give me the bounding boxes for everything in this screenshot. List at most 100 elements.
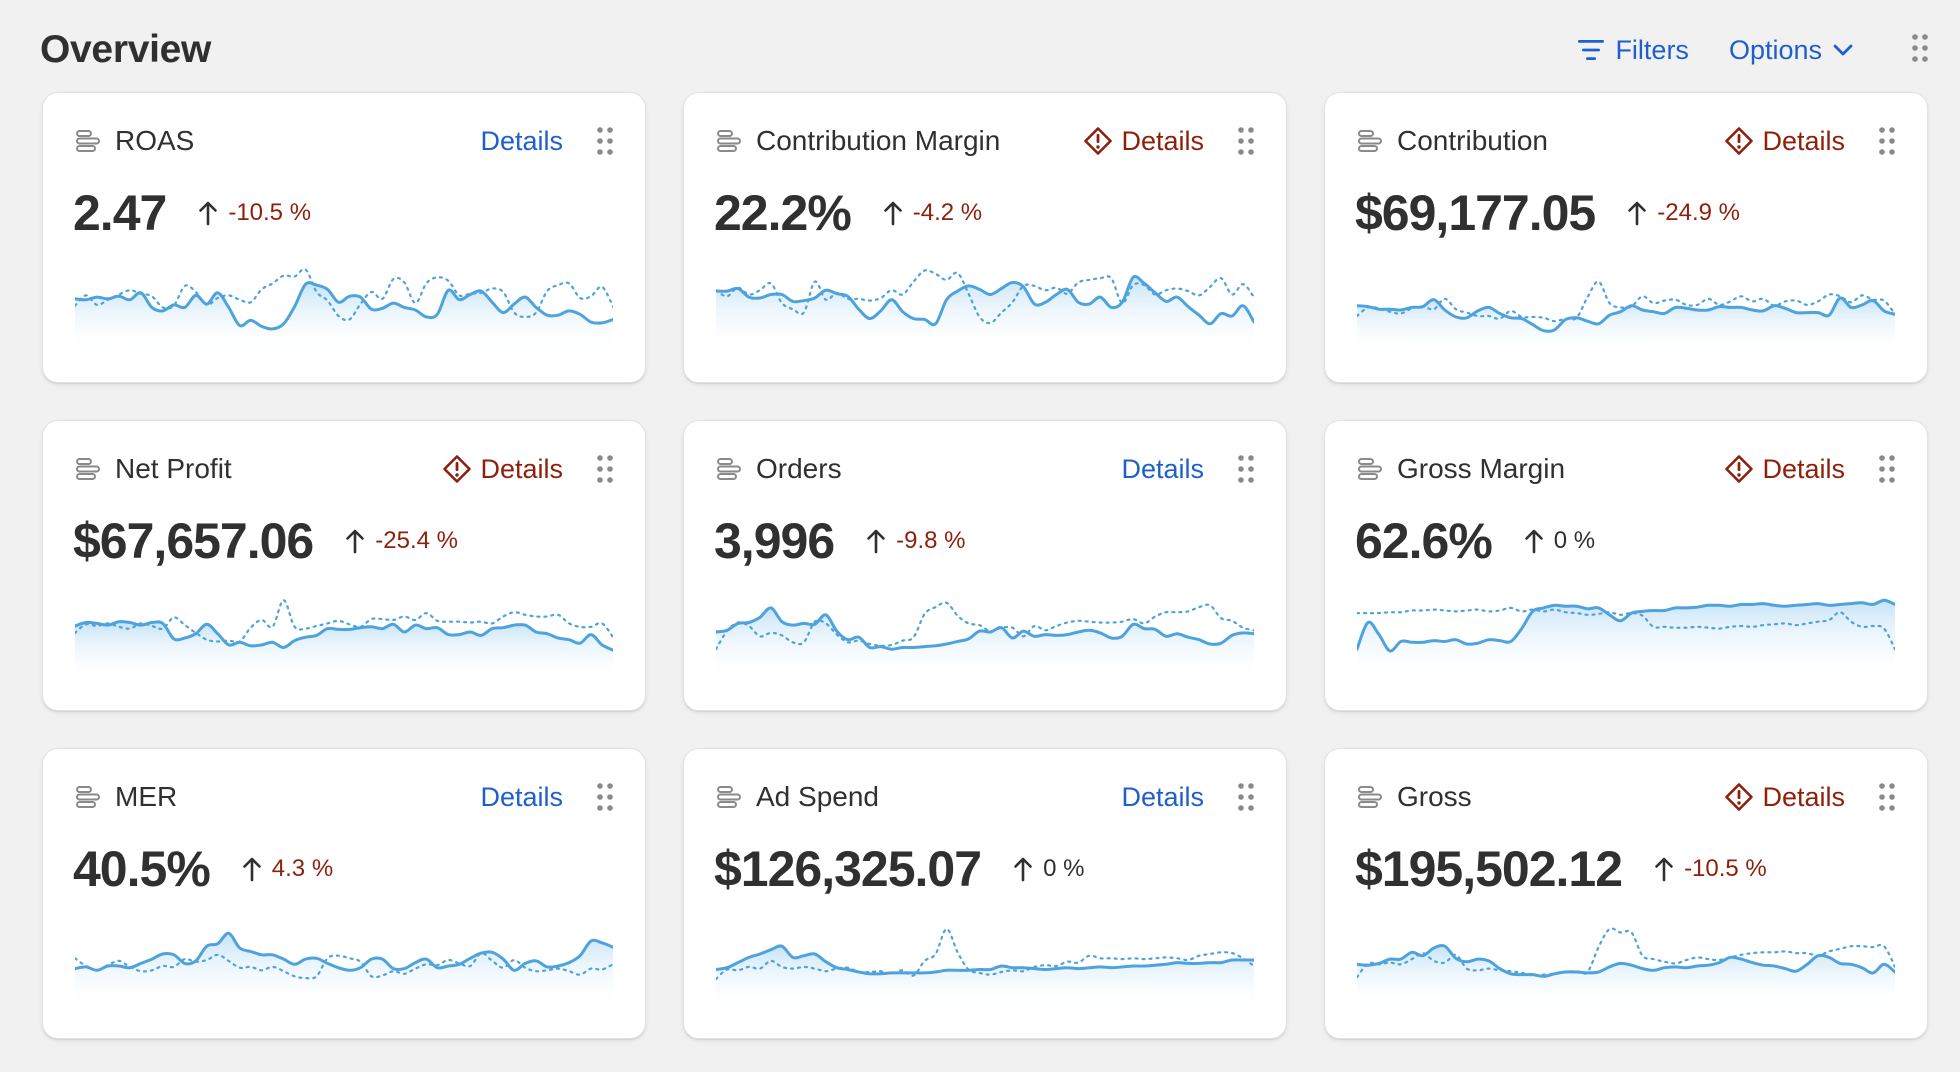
sparkline-chart xyxy=(1357,280,1895,353)
current-series-line xyxy=(75,931,613,972)
value-row: $126,325.07 0 % xyxy=(714,839,1084,899)
details-link[interactable]: Details xyxy=(1083,126,1204,157)
metric-card-orders[interactable]: Orders Details 3,996 xyxy=(683,420,1287,711)
details-label: Details xyxy=(1762,781,1845,812)
warning-diamond-icon xyxy=(443,455,472,483)
current-series-area xyxy=(716,276,1254,353)
details-link[interactable]: Details xyxy=(1121,782,1204,813)
details-label: Details xyxy=(480,125,563,156)
filters-button[interactable]: Filters xyxy=(1577,35,1689,66)
options-button[interactable]: Options xyxy=(1729,35,1854,66)
arrow-up-icon xyxy=(1655,857,1673,882)
sparkline-chart xyxy=(75,599,613,681)
current-series-area xyxy=(75,933,613,1009)
current-series-line xyxy=(1357,296,1895,333)
drag-handle-icon[interactable] xyxy=(593,452,617,486)
delta-indicator: 0 % xyxy=(1013,855,1084,883)
value-row: 62.6% 0 % xyxy=(1355,511,1595,571)
details-label: Details xyxy=(1762,125,1845,156)
metric-card-gross[interactable]: Gross Details $195,502.12 xyxy=(1324,748,1928,1039)
details-link[interactable]: Details xyxy=(1724,782,1845,813)
details-link[interactable]: Details xyxy=(442,454,563,485)
details-label: Details xyxy=(1762,453,1845,484)
metric-bar-icon xyxy=(1357,128,1383,154)
current-series-area xyxy=(1357,945,1895,1009)
metric-value: 62.6% xyxy=(1355,513,1493,569)
current-series-line xyxy=(75,620,613,652)
delta-indicator: -24.9 % xyxy=(1627,199,1740,227)
metric-card-roas[interactable]: ROAS Details 2.47 xyxy=(42,92,646,383)
metric-card-ad-spend[interactable]: Ad Spend Details $126,325.07 xyxy=(683,748,1287,1039)
metric-card-mer[interactable]: MER Details 40.5% xyxy=(42,748,646,1039)
metric-value: $67,657.06 xyxy=(73,513,314,569)
current-series-area xyxy=(716,607,1254,681)
arrow-up-icon xyxy=(242,857,261,882)
card-header: Gross Margin Details xyxy=(1357,445,1899,493)
current-series-area xyxy=(1357,600,1895,681)
metric-bar-icon xyxy=(75,784,101,810)
previous-series-line xyxy=(716,927,1254,980)
card-header: Contribution Details xyxy=(1357,117,1899,165)
drag-handle-icon[interactable] xyxy=(1875,124,1899,158)
drag-handle-icon[interactable] xyxy=(593,124,617,158)
drag-handle-icon[interactable] xyxy=(1875,780,1899,814)
metric-card-net-profit[interactable]: Net Profit Details $67,657.06 xyxy=(42,420,646,711)
warning-diamond-icon xyxy=(1725,127,1754,155)
delta-value: -9.8 % xyxy=(896,527,966,554)
delta-value: 0 % xyxy=(1553,527,1596,554)
delta-indicator: -25.4 % xyxy=(345,527,458,555)
metric-value: $69,177.05 xyxy=(1355,185,1596,241)
details-link[interactable]: Details xyxy=(1121,454,1204,485)
metric-grid: ROAS Details 2.47 xyxy=(42,92,1928,1039)
metric-value: $126,325.07 xyxy=(714,841,982,897)
current-series-area xyxy=(1357,297,1895,353)
previous-series-line xyxy=(1357,280,1895,323)
sparkline-chart xyxy=(75,931,613,1009)
value-row: 2.47 -10.5 % xyxy=(73,183,311,243)
metric-value: 2.47 xyxy=(73,185,167,241)
details-link[interactable]: Details xyxy=(480,782,563,813)
metric-bar-icon xyxy=(716,784,742,810)
delta-value: -24.9 % xyxy=(1657,199,1740,226)
metric-name: Contribution Margin xyxy=(756,125,1001,156)
metric-name: MER xyxy=(115,781,178,812)
metric-bar-icon xyxy=(75,128,101,154)
top-actions: Filters Options xyxy=(1577,26,1930,74)
sparkline-chart xyxy=(716,601,1254,681)
arrow-up-icon xyxy=(883,201,902,226)
delta-indicator: -4.2 % xyxy=(883,199,982,227)
delta-indicator: -9.8 % xyxy=(866,527,966,555)
metric-value: $195,502.12 xyxy=(1355,841,1623,897)
top-bar: Overview Filters Options xyxy=(40,22,1930,78)
metric-bar-icon xyxy=(716,128,742,154)
metric-card-contribution-margin[interactable]: Contribution Margin Details 22.2% xyxy=(683,92,1287,383)
metric-name: Net Profit xyxy=(115,453,232,484)
drag-handle-icon[interactable] xyxy=(1234,452,1258,486)
drag-handle-icon[interactable] xyxy=(1234,124,1258,158)
arrow-up-icon xyxy=(867,529,885,554)
delta-value: -25.4 % xyxy=(375,527,458,554)
delta-value: 4.3 % xyxy=(271,855,334,882)
details-label: Details xyxy=(1121,781,1204,812)
current-series-area xyxy=(716,945,1254,1009)
details-link[interactable]: Details xyxy=(1724,126,1845,157)
current-series-line xyxy=(1357,598,1895,653)
value-row: 3,996 -9.8 % xyxy=(714,511,966,571)
drag-handle-icon[interactable] xyxy=(1910,32,1930,69)
drag-handle-icon[interactable] xyxy=(1875,452,1899,486)
value-row: $69,177.05 -24.9 % xyxy=(1355,183,1740,243)
card-header: Gross Details xyxy=(1357,773,1899,821)
filters-label: Filters xyxy=(1615,34,1689,65)
metric-card-gross-margin[interactable]: Gross Margin Details 62.6% xyxy=(1324,420,1928,711)
drag-handle-icon[interactable] xyxy=(593,780,617,814)
chevron-down-icon xyxy=(1833,44,1853,56)
drag-handle-icon[interactable] xyxy=(1234,780,1258,814)
metric-card-contribution[interactable]: Contribution Details $69,177.05 xyxy=(1324,92,1928,383)
details-link[interactable]: Details xyxy=(480,126,563,157)
previous-series-line xyxy=(75,268,613,322)
metric-name: Gross xyxy=(1397,781,1472,812)
arrow-up-icon xyxy=(346,529,365,554)
metric-bar-icon xyxy=(716,456,742,482)
current-series-line xyxy=(75,281,613,331)
details-link[interactable]: Details xyxy=(1724,454,1845,485)
